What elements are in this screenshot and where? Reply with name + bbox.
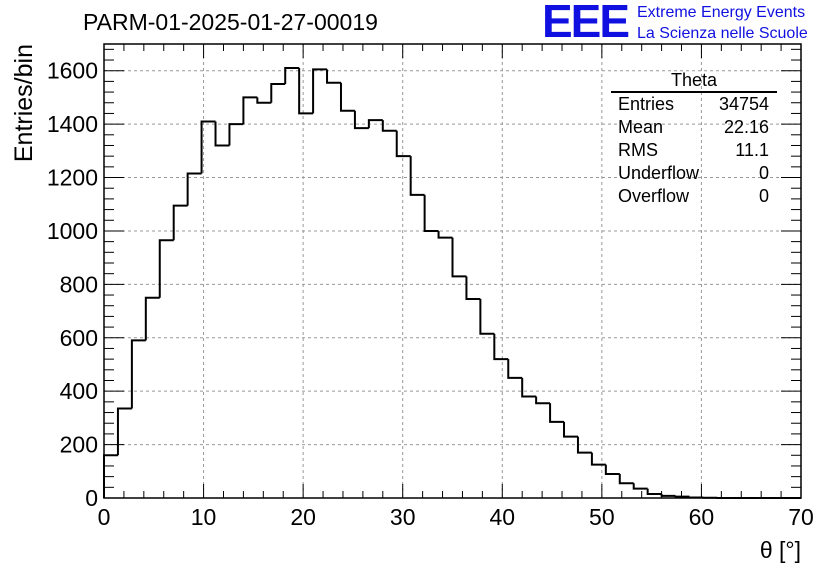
- y-tick-label: 0: [85, 485, 98, 511]
- histogram-bin: [646, 488, 662, 495]
- histogram-bin: [521, 377, 537, 398]
- y-tick-label: 1400: [47, 111, 98, 137]
- y-tick-label: 1600: [47, 58, 98, 84]
- x-tick-label: 70: [788, 504, 814, 530]
- histogram-bin: [535, 396, 551, 405]
- histogram-bin: [242, 96, 258, 125]
- histogram-bin: [563, 421, 578, 438]
- histogram-bin: [144, 296, 160, 341]
- histogram-bin: [186, 172, 202, 206]
- stats-label: Overflow: [618, 186, 690, 206]
- histogram-bin: [632, 483, 648, 490]
- histogram-bin: [409, 156, 425, 196]
- histogram-bin: [200, 120, 216, 174]
- histogram-bin: [298, 68, 314, 115]
- histogram-bin: [479, 299, 495, 335]
- y-tick-label: 600: [60, 325, 98, 351]
- stats-value: 0: [758, 186, 769, 206]
- stats-value: 34754: [718, 94, 769, 114]
- stats-title: Theta: [611, 70, 777, 93]
- stats-label: RMS: [618, 140, 658, 160]
- stats-row-rms: RMS 11.1: [611, 139, 777, 162]
- stats-row-mean: Mean 22.16: [611, 116, 777, 139]
- x-tick-label: 60: [689, 504, 715, 530]
- histogram-bin: [507, 359, 523, 379]
- histogram-bin: [367, 119, 383, 129]
- histogram-bin: [172, 204, 188, 241]
- stats-value: 0: [758, 163, 769, 183]
- x-tick-label: 50: [589, 504, 615, 530]
- histogram-bin: [326, 69, 341, 84]
- x-tick-label: 10: [191, 504, 217, 530]
- histogram-bin: [590, 452, 606, 466]
- plot-frame: [103, 43, 802, 499]
- histogram-bin: [214, 121, 230, 147]
- x-tick-label: 40: [489, 504, 515, 530]
- x-tick-label: 30: [390, 504, 416, 530]
- histogram-bin: [228, 123, 244, 146]
- chart-title: PARM-01-2025-01-27-00019: [83, 9, 378, 35]
- tick-labels: 0 10 20 30 40 50 60 70 0 200 400 600 800 1000 1200 1400…: [47, 58, 814, 530]
- histogram-bin: [395, 130, 411, 158]
- histogram-bin: [284, 67, 300, 85]
- axis-ticks: [103, 44, 802, 499]
- histogram-bin: [130, 339, 146, 409]
- stats-value: 22.16: [723, 117, 769, 137]
- histogram-bin: [437, 230, 453, 239]
- logo-tagline-2: La Scienza nelle Scuole: [637, 25, 808, 42]
- y-tick-label: 400: [60, 378, 98, 404]
- stats-label: Entries: [618, 94, 675, 114]
- histogram-bin: [576, 436, 592, 454]
- y-tick-label: 1200: [47, 165, 98, 191]
- stats-row-overflow: Overflow 0: [611, 185, 777, 208]
- x-axis-label: θ [°]: [760, 537, 801, 563]
- stats-value: 11.1: [735, 140, 769, 160]
- histogram-bin: [423, 194, 439, 232]
- histogram-bin: [312, 68, 328, 114]
- histogram-bin: [339, 82, 355, 112]
- y-tick-label: 800: [60, 271, 98, 297]
- y-tick-label: 1000: [47, 218, 98, 244]
- stats-label: Mean: [618, 117, 664, 137]
- eee-logo: EEE: [542, 0, 630, 47]
- histogram-bin: [451, 237, 467, 278]
- y-axis-label: Entries/bin: [10, 44, 38, 162]
- histogram-bin: [493, 333, 509, 361]
- histogram-bin: [353, 110, 369, 130]
- histogram-bin: [604, 464, 620, 475]
- histogram-bin: [270, 83, 286, 103]
- stats-row-entries: Entries 34754: [611, 93, 777, 116]
- stats-box: Theta Entries 34754 Mean 22.16 RMS 11.1 …: [611, 70, 777, 208]
- histogram-bin: [381, 120, 397, 132]
- histogram-bin: [674, 495, 690, 498]
- histogram-bin: [618, 473, 634, 485]
- grid-lines: [104, 44, 801, 498]
- stats-label: Underflow: [618, 163, 700, 183]
- histogram-bin: [158, 239, 174, 298]
- histogram-bin: [549, 403, 565, 423]
- histogram-bin: [116, 407, 132, 456]
- x-tick-label: 0: [98, 504, 111, 530]
- stats-row-underflow: Underflow 0: [611, 162, 777, 185]
- histogram-bins: [103, 67, 801, 499]
- histogram-bin: [660, 493, 676, 497]
- histogram-bin: [465, 276, 481, 301]
- y-tick-label: 200: [60, 432, 98, 458]
- histogram-bin: [256, 97, 272, 104]
- x-tick-label: 20: [290, 504, 316, 530]
- logo-tagline-1: Extreme Energy Events: [637, 4, 806, 21]
